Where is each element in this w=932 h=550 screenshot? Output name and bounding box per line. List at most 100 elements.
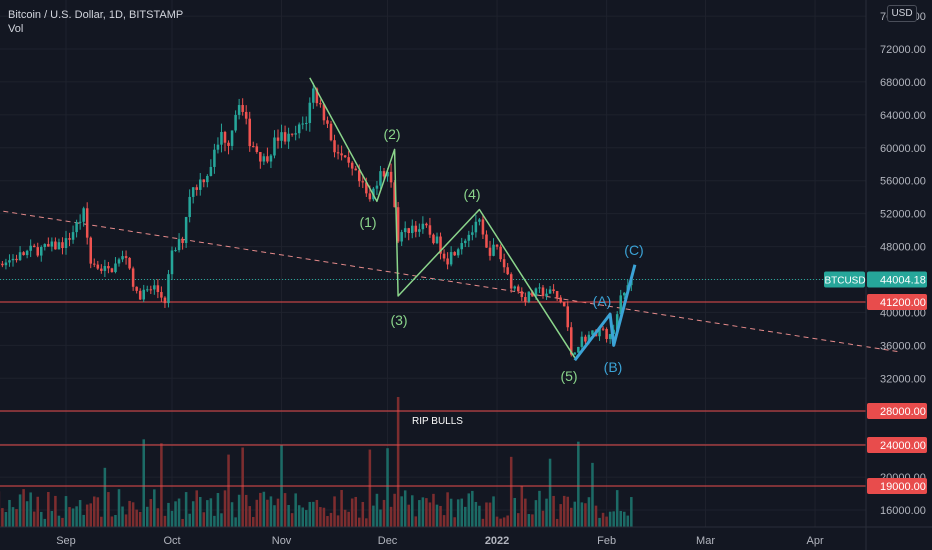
volume-bar xyxy=(520,485,524,527)
volume-bar xyxy=(456,499,460,527)
candle-body xyxy=(244,111,248,119)
candle xyxy=(329,120,333,142)
candle xyxy=(460,237,463,255)
wave-label: (5) xyxy=(560,368,577,384)
candle xyxy=(18,246,22,261)
candle xyxy=(481,214,485,239)
candle xyxy=(82,206,85,227)
candle xyxy=(471,225,474,241)
candle xyxy=(234,110,237,133)
volume-bar xyxy=(216,493,220,527)
volume-bar xyxy=(453,517,456,527)
volume-bar xyxy=(50,511,54,527)
candle xyxy=(96,260,100,270)
volume-bar xyxy=(372,505,375,527)
candle-body xyxy=(354,168,357,171)
volume-bar xyxy=(425,498,428,527)
candle-body xyxy=(555,291,559,298)
volume-bar xyxy=(259,492,262,527)
symbol-tag xyxy=(824,271,865,288)
volume-bar xyxy=(93,496,96,527)
y-tick-label: 16000.00 xyxy=(880,505,926,517)
candle xyxy=(163,296,167,308)
volume-indicator-label[interactable]: Vol xyxy=(8,23,24,35)
candle-body xyxy=(266,156,269,162)
volume-bar xyxy=(615,490,619,527)
volume-bar xyxy=(244,494,248,527)
candle-body xyxy=(379,171,382,186)
candle-body xyxy=(361,181,365,183)
candle-body xyxy=(191,187,195,197)
candle xyxy=(379,165,382,190)
volume-bar xyxy=(43,518,47,527)
volume-bar xyxy=(297,505,301,527)
volume-bar xyxy=(174,501,177,527)
candle xyxy=(577,346,580,353)
candle xyxy=(110,267,114,273)
candle-body xyxy=(315,88,319,104)
volume-bar xyxy=(534,500,538,527)
x-tick-label: Apr xyxy=(807,535,824,547)
time-axis[interactable]: Sep Oct Nov Dec 2022 Feb Mar Apr xyxy=(0,526,932,547)
candle xyxy=(502,253,506,273)
candle xyxy=(541,285,545,299)
level-price-tag xyxy=(867,403,927,419)
candle-body xyxy=(181,239,184,243)
volume-bar xyxy=(11,507,15,527)
volume-bar xyxy=(167,502,170,527)
candle-body xyxy=(110,268,114,273)
candle xyxy=(559,295,562,304)
candle xyxy=(283,125,287,145)
candle-body xyxy=(8,260,11,263)
candle xyxy=(220,123,223,153)
volume-bar xyxy=(266,499,269,527)
candle xyxy=(227,140,230,155)
wave-label: (3) xyxy=(390,312,407,328)
candle xyxy=(520,287,524,302)
candle xyxy=(89,236,92,269)
volume-bar xyxy=(36,496,39,527)
candle-body xyxy=(623,292,626,296)
y-tick-label: 40000.00 xyxy=(880,307,926,319)
candle-body xyxy=(421,223,425,230)
volume-bar xyxy=(411,495,414,527)
candle-body xyxy=(160,291,163,298)
candle-body xyxy=(488,247,492,256)
volume-bar xyxy=(587,497,591,527)
volume-bar xyxy=(329,512,333,527)
candle xyxy=(223,130,227,152)
volume-bar xyxy=(294,493,297,527)
x-tick-label: 2022 xyxy=(485,535,509,547)
last-price-text: 44004.18 xyxy=(880,274,926,286)
candle xyxy=(124,250,128,265)
x-tick-label: Dec xyxy=(378,535,398,547)
candle xyxy=(580,331,584,351)
volume-bar xyxy=(322,507,326,527)
candle xyxy=(584,334,587,345)
candle-body xyxy=(407,228,410,234)
volume-bar xyxy=(82,514,85,527)
volume-bar xyxy=(478,505,481,527)
candle xyxy=(432,233,435,245)
candle-body xyxy=(312,88,315,103)
candle-body xyxy=(18,252,22,261)
volume-bar xyxy=(220,513,223,527)
x-tick-label: Nov xyxy=(272,535,292,547)
symbol-title[interactable]: Bitcoin / U.S. Dollar, 1D, BITSTAMP xyxy=(8,9,184,21)
volume-bar xyxy=(305,510,308,527)
candle xyxy=(428,217,432,238)
candle-body xyxy=(280,132,283,141)
candle xyxy=(202,179,206,188)
volume-bar xyxy=(460,498,463,527)
currency-button[interactable]: USD xyxy=(887,5,917,22)
candle-body xyxy=(520,291,524,298)
candle xyxy=(301,116,304,130)
volume-bar xyxy=(559,504,562,527)
candle-body xyxy=(425,223,428,226)
volume-bar xyxy=(241,447,244,527)
y-tick-label: 56000.00 xyxy=(880,176,926,188)
candle-body xyxy=(584,336,587,342)
volume-bar xyxy=(435,504,439,527)
candle-body xyxy=(605,329,608,339)
